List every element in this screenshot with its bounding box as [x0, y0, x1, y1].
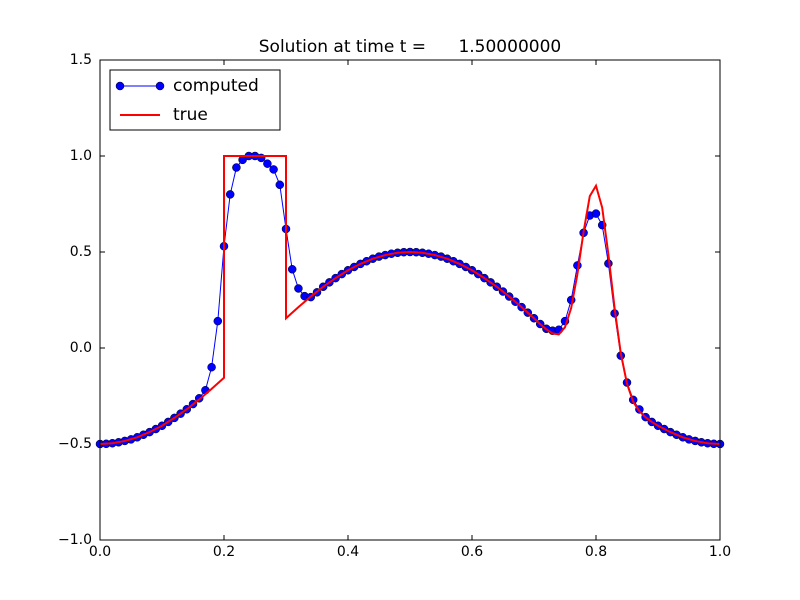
y-tick-label: 0.0: [70, 340, 92, 356]
legend-box: [109, 69, 281, 131]
marker: [287, 265, 297, 274]
marker: [294, 284, 303, 293]
series-line: [100, 155, 720, 445]
legend-marker: [115, 81, 125, 91]
y-tick-label: 1.5: [70, 52, 92, 68]
marker: [275, 180, 285, 190]
marker: [207, 362, 216, 372]
marker: [225, 190, 235, 199]
marker: [591, 209, 601, 218]
y-tick-label: 0.5: [70, 244, 92, 260]
x-tick-label: 0.6: [461, 544, 483, 560]
y-tick-label: −1.0: [58, 532, 92, 548]
marker: [269, 165, 278, 174]
x-tick-label: 0.0: [89, 544, 111, 560]
plot-frame: [99, 59, 721, 541]
legend-marker: [155, 81, 165, 91]
marker: [263, 159, 272, 168]
x-tick-label: 0.2: [213, 544, 235, 560]
x-tick-label: 0.8: [585, 544, 607, 560]
y-tick-label: 1.0: [70, 148, 92, 164]
marker: [213, 316, 223, 326]
y-tick-label: −0.5: [58, 436, 92, 452]
chart-title: Solution at time t = 1.50000000: [259, 37, 561, 57]
marker: [232, 163, 241, 172]
x-tick-label: 1.0: [709, 544, 731, 560]
x-tick-label: 0.4: [337, 544, 359, 560]
legend-label: computed: [173, 76, 259, 96]
legend-label: true: [173, 105, 208, 125]
